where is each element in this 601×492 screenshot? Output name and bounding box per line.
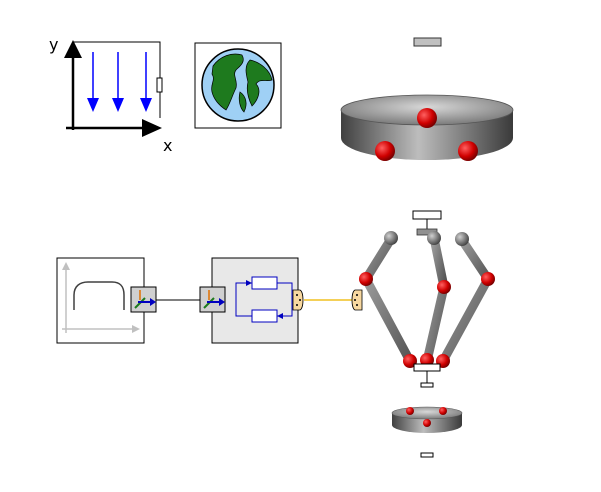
delta-robot-icon[interactable] <box>359 210 495 388</box>
joint-marker <box>458 141 478 161</box>
axis-x-label: x <box>163 136 172 155</box>
axis-y-label: y <box>49 35 58 54</box>
joint-marker <box>375 141 395 161</box>
controller-block-icon[interactable] <box>199 257 304 344</box>
bus-plug-icon[interactable] <box>292 289 304 311</box>
world-gravity-icon[interactable]: y x <box>49 35 172 155</box>
joint-marker <box>417 108 437 128</box>
earth-icon[interactable] <box>194 42 282 129</box>
platform-disc-icon[interactable] <box>340 37 514 161</box>
bus-plug-icon[interactable] <box>351 289 363 311</box>
platform-small-icon[interactable] <box>391 406 463 458</box>
trajectory-curve-icon[interactable] <box>56 257 157 344</box>
